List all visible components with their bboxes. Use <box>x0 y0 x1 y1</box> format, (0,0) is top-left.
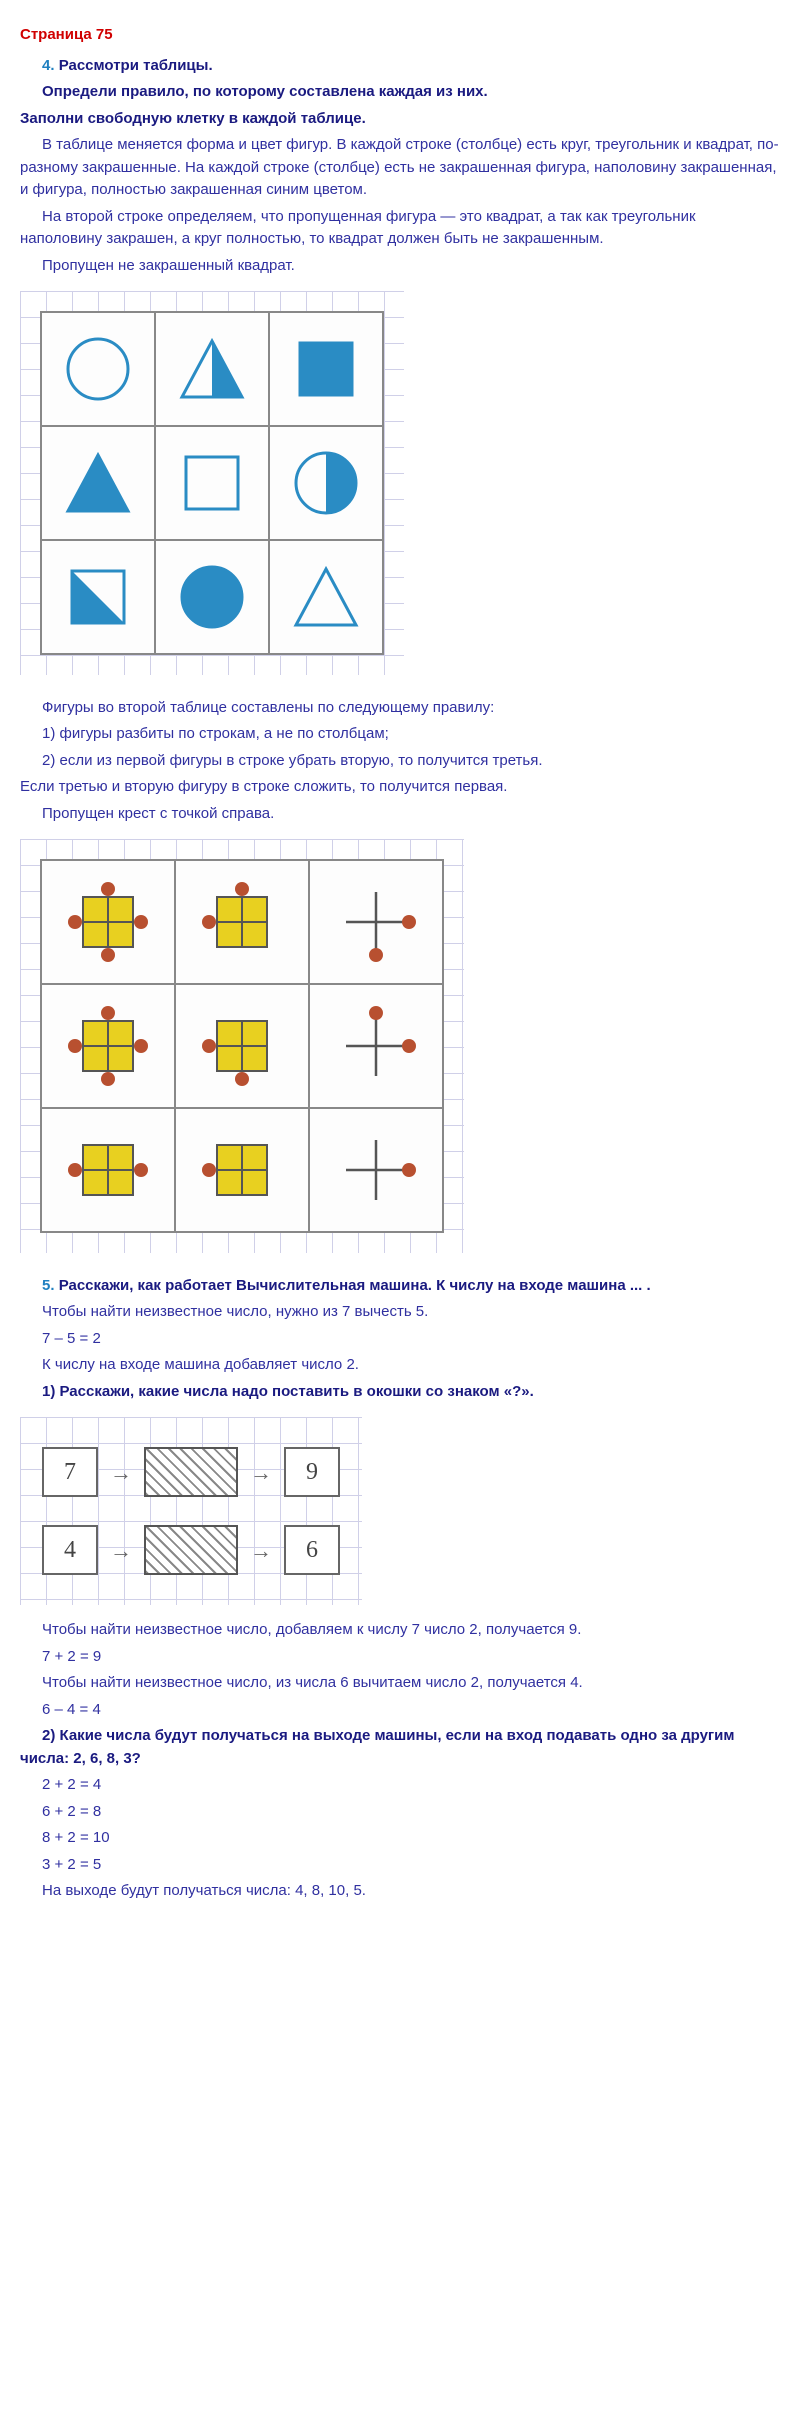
cross-shape-icon <box>326 996 426 1096</box>
machine-bg: 7 → → 9 4 → → 6 <box>20 1417 362 1605</box>
task5-p4: Чтобы найти неизвестное число, из числа … <box>20 1672 780 1695</box>
diagram2-bg <box>20 839 464 1253</box>
shape-cell <box>269 426 383 540</box>
calc-line: 8 + 2 = 10 <box>42 1827 780 1850</box>
machine-input: 4 <box>42 1525 98 1575</box>
task5-p2: К числу на входе машина добавляет число … <box>20 1354 780 1377</box>
task4-p2: На второй строке определяем, что пропуще… <box>20 206 780 251</box>
shape-cell <box>269 312 383 426</box>
task4-p5: 1) фигуры разбиты по строкам, а не по ст… <box>20 723 780 746</box>
task4-title: Рассмотри таблицы. <box>59 57 213 74</box>
arrow-icon: → <box>250 1456 272 1489</box>
arrow-icon: → <box>110 1534 132 1567</box>
calc-line: 3 + 2 = 5 <box>42 1854 780 1877</box>
shape-cell <box>155 540 269 654</box>
task5-p3: Чтобы найти неизвестное число, добавляем… <box>20 1619 780 1642</box>
shape-cell <box>175 860 309 984</box>
task5-sub2: 2) Какие числа будут получаться на выход… <box>20 1725 780 1770</box>
task5-num: 5. <box>42 1277 55 1294</box>
task4-p6: 2) если из первой фигуры в строке убрать… <box>20 750 780 773</box>
cross-shape-icon <box>58 872 158 972</box>
machine-row: 4 → → 6 <box>32 1515 350 1585</box>
shape-cell <box>175 984 309 1108</box>
diagram1-bg <box>20 291 404 675</box>
circle-none-icon <box>58 329 138 409</box>
task5-title: Расскажи, как работает Вычислительная ма… <box>59 1277 651 1294</box>
shape-cell <box>41 312 155 426</box>
task4-p7: Если третью и вторую фигуру в строке сло… <box>20 776 780 799</box>
machine-output: 6 <box>284 1525 340 1575</box>
task5-c2: 7 + 2 = 9 <box>42 1646 780 1669</box>
machine-output: 9 <box>284 1447 340 1497</box>
cross-shape-icon <box>326 1120 426 1220</box>
task4-num: 4. <box>42 57 55 74</box>
tri-none-icon <box>286 557 366 637</box>
shape-table-2 <box>40 859 444 1233</box>
tri-full-icon <box>58 443 138 523</box>
shape-cell <box>269 540 383 654</box>
task5-p1: Чтобы найти неизвестное число, нужно из … <box>20 1301 780 1324</box>
machine-box <box>144 1525 238 1575</box>
task5-p5: На выходе будут получаться числа: 4, 8, … <box>20 1880 780 1903</box>
task4-p1: В таблице меняется форма и цвет фигур. В… <box>20 134 780 202</box>
shape-cell <box>41 1108 175 1232</box>
task5-c1: 7 – 5 = 2 <box>42 1328 780 1351</box>
shape-cell <box>309 1108 443 1232</box>
shape-cell <box>155 426 269 540</box>
task4-p8: Пропущен крест с точкой справа. <box>20 803 780 826</box>
task5-head: 5. Расскажи, как работает Вычислительная… <box>20 1275 780 1298</box>
task5-sub1: 1) Расскажи, какие числа надо поставить … <box>20 1381 780 1404</box>
shape-cell <box>41 426 155 540</box>
shape-cell <box>155 312 269 426</box>
cross-shape-icon <box>58 996 158 1096</box>
square-half-icon <box>58 557 138 637</box>
task4-p4: Фигуры во второй таблице составлены по с… <box>20 697 780 720</box>
page-title: Страница 75 <box>20 24 780 47</box>
task5-c3: 6 – 4 = 4 <box>42 1699 780 1722</box>
cross-shape-icon <box>192 872 292 972</box>
shape-cell <box>41 984 175 1108</box>
square-full-icon <box>286 329 366 409</box>
tri-half-icon <box>172 329 252 409</box>
shape-cell <box>175 1108 309 1232</box>
task4-p3: Пропущен не закрашенный квадрат. <box>20 255 780 278</box>
machine-row: 7 → → 9 <box>32 1437 350 1507</box>
square-none-icon <box>172 443 252 523</box>
cross-shape-icon <box>58 1120 158 1220</box>
arrow-icon: → <box>250 1534 272 1567</box>
calc-line: 6 + 2 = 8 <box>42 1801 780 1824</box>
task4-l2: Заполни свободную клетку в каждой таблиц… <box>20 108 780 131</box>
cross-shape-icon <box>192 1120 292 1220</box>
machine-box <box>144 1447 238 1497</box>
circle-full-icon <box>172 557 252 637</box>
shape-cell <box>41 860 175 984</box>
shape-cell <box>309 860 443 984</box>
calc-line: 2 + 2 = 4 <box>42 1774 780 1797</box>
arrow-icon: → <box>110 1456 132 1489</box>
cross-shape-icon <box>326 872 426 972</box>
shape-cell <box>309 984 443 1108</box>
task4-head: 4. Рассмотри таблицы. <box>20 55 780 78</box>
machine-input: 7 <box>42 1447 98 1497</box>
shape-cell <box>41 540 155 654</box>
task4-l1: Определи правило, по которому составлена… <box>20 81 780 104</box>
cross-shape-icon <box>192 996 292 1096</box>
circle-half-icon <box>286 443 366 523</box>
shape-table-1 <box>40 311 384 655</box>
